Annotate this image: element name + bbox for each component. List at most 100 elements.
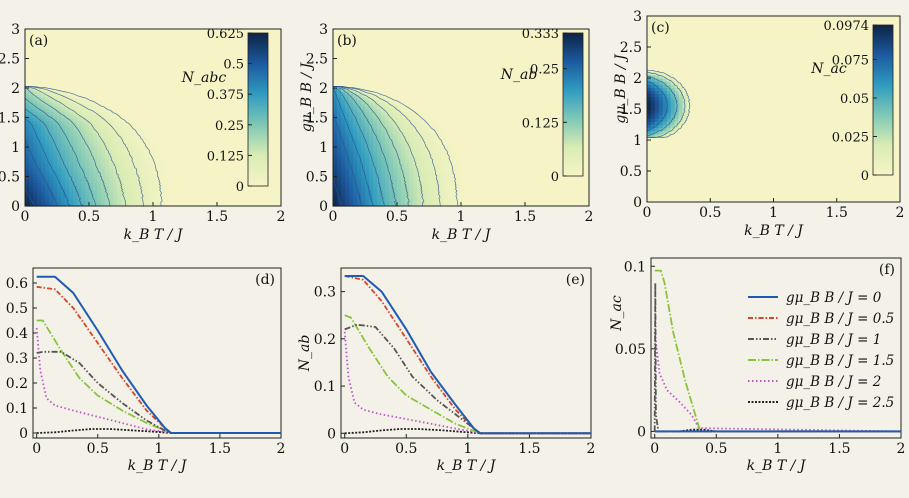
heatmap-cell bbox=[113, 138, 118, 142]
heatmap-cell bbox=[69, 197, 74, 201]
heatmap-cell bbox=[662, 87, 668, 91]
heatmap-cell bbox=[457, 167, 462, 172]
heatmap-cell bbox=[433, 197, 438, 201]
heatmap-cell bbox=[445, 170, 450, 175]
heatmap-cell bbox=[89, 161, 94, 166]
heatmap-cell bbox=[678, 121, 684, 126]
heatmap-cell bbox=[381, 114, 386, 119]
y-tick-label: 0.2 bbox=[314, 332, 336, 348]
heatmap-cell bbox=[105, 176, 110, 181]
heatmap-cell bbox=[405, 129, 410, 133]
heatmap-cell bbox=[41, 176, 46, 181]
heatmap-cell bbox=[409, 129, 414, 133]
heatmap-cell bbox=[337, 99, 342, 104]
heatmap-cell bbox=[345, 173, 350, 178]
heatmap-cell bbox=[333, 123, 338, 127]
heatmap-cell bbox=[678, 115, 684, 119]
heatmap-cell bbox=[433, 135, 438, 139]
heatmap-cell bbox=[45, 188, 50, 192]
heatmap-cell bbox=[149, 188, 154, 192]
heatmap-cell bbox=[433, 203, 438, 207]
heatmap-cell bbox=[357, 179, 362, 183]
heatmap-cell bbox=[61, 132, 66, 136]
heatmap-cell bbox=[37, 161, 42, 166]
heatmap-cell bbox=[445, 185, 450, 189]
heatmap-cell bbox=[161, 191, 166, 195]
heatmap-cell bbox=[81, 141, 86, 145]
heatmap-cell bbox=[117, 149, 122, 154]
heatmap-cell bbox=[145, 173, 150, 178]
heatmap-cell bbox=[670, 130, 676, 135]
heatmap-cell bbox=[686, 105, 692, 110]
heatmap-cell bbox=[654, 127, 660, 132]
heatmap-cell bbox=[333, 167, 338, 172]
heatmap-cell bbox=[674, 112, 680, 116]
heatmap-cell bbox=[409, 188, 414, 192]
heatmap-cell bbox=[647, 87, 652, 91]
heatmap-cell bbox=[365, 96, 370, 101]
heatmap-cell bbox=[373, 197, 378, 201]
heatmap-cell bbox=[397, 123, 402, 127]
heatmap-cell bbox=[393, 173, 398, 178]
heatmap-cell bbox=[169, 203, 174, 207]
heatmap-cell bbox=[349, 149, 354, 154]
heatmap-cell bbox=[421, 164, 426, 169]
heatmap-cell bbox=[133, 144, 138, 148]
heatmap-cell bbox=[413, 144, 418, 148]
heatmap-cell bbox=[45, 176, 50, 181]
heatmap-cell bbox=[69, 108, 74, 113]
heatmap-cell bbox=[429, 129, 434, 133]
heatmap-cell bbox=[385, 138, 390, 142]
heatmap-cell bbox=[69, 90, 74, 95]
heatmap-cell bbox=[405, 111, 410, 116]
heatmap-cell bbox=[41, 144, 46, 148]
heatmap-cell bbox=[353, 132, 358, 136]
heatmap-cell bbox=[425, 158, 430, 163]
heatmap-cell bbox=[129, 197, 134, 201]
heatmap-cell bbox=[425, 179, 430, 183]
heatmap-cell bbox=[37, 194, 42, 198]
heatmap-cell bbox=[377, 96, 382, 101]
heatmap-cell bbox=[389, 194, 394, 198]
heatmap-cell bbox=[357, 120, 362, 124]
heatmap-cell bbox=[405, 173, 410, 178]
y-tick-label: 0.1 bbox=[624, 259, 646, 275]
heatmap-cell bbox=[61, 200, 66, 204]
heatmap-cell bbox=[49, 141, 54, 145]
heatmap-cell bbox=[682, 121, 688, 126]
heatmap-cell bbox=[117, 185, 122, 189]
heatmap-cell bbox=[353, 164, 358, 169]
heatmap-cell bbox=[425, 161, 430, 166]
heatmap-cell bbox=[445, 173, 450, 178]
heatmap-cell bbox=[337, 144, 342, 148]
heatmap-cell bbox=[93, 126, 98, 130]
x-tick-label: 0 bbox=[340, 441, 349, 457]
heatmap-cell bbox=[81, 194, 86, 198]
heatmap-cell bbox=[337, 164, 342, 169]
heatmap-cell bbox=[429, 173, 434, 178]
heatmap-cell bbox=[129, 117, 134, 122]
heatmap-cell bbox=[413, 158, 418, 163]
heatmap-cell bbox=[69, 164, 74, 169]
heatmap-cell bbox=[65, 185, 70, 189]
heatmap-cell bbox=[145, 176, 150, 181]
heatmap-cell bbox=[93, 173, 98, 178]
heatmap-cell bbox=[37, 129, 42, 133]
heatmap-cell bbox=[401, 191, 406, 195]
heatmap-cell bbox=[49, 132, 54, 136]
heatmap-cell bbox=[65, 102, 70, 107]
heatmap-cell bbox=[389, 158, 394, 163]
heatmap-cell bbox=[397, 102, 402, 107]
heatmap-cell bbox=[145, 170, 150, 175]
heatmap-cell bbox=[377, 111, 382, 116]
heatmap-cell bbox=[137, 197, 142, 201]
heatmap-cell bbox=[377, 144, 382, 148]
heatmap-cell bbox=[125, 117, 130, 122]
heatmap-cell bbox=[421, 176, 426, 181]
heatmap-cell bbox=[57, 176, 62, 181]
heatmap-cell bbox=[125, 149, 130, 154]
heatmap-cell bbox=[89, 96, 94, 101]
heatmap-cell bbox=[141, 161, 146, 166]
heatmap-cell bbox=[41, 108, 46, 113]
heatmap-cell bbox=[81, 203, 86, 207]
